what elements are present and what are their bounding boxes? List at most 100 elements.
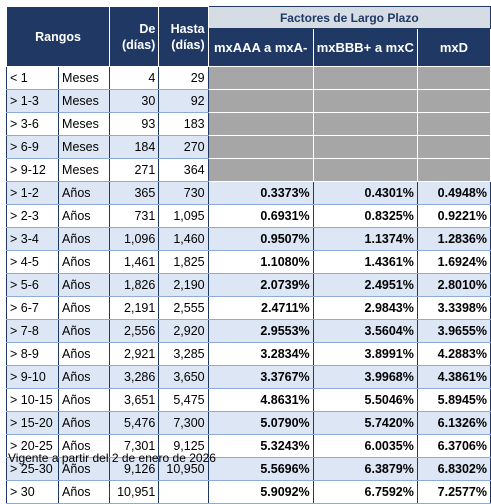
- cell-range: > 10-15: [5, 388, 60, 412]
- header-hasta-line2: (días): [171, 37, 205, 52]
- cell-hasta: 3,650: [158, 365, 209, 389]
- cell-unit: Años: [58, 480, 111, 504]
- cell-mxd: 1.6924%: [416, 250, 491, 274]
- cell-mxaaa: 0.9507%: [207, 227, 314, 251]
- cell-mxbbb: 1.4361%: [312, 250, 418, 274]
- cell-de: 1,461: [109, 250, 160, 274]
- header-hasta-line1: Hasta: [170, 21, 205, 36]
- cell-mxbbb: [312, 66, 418, 90]
- cell-hasta: 3,285: [158, 342, 209, 366]
- cell-mxbbb: [312, 158, 418, 182]
- cell-mxaaa: 5.5696%: [207, 457, 314, 481]
- table-row: > 6-9 Meses 184 270: [5, 135, 491, 159]
- cell-mxbbb: 0.8325%: [312, 204, 418, 228]
- table-row: > 3-6 Meses 93 183: [5, 112, 491, 136]
- cell-mxd: [416, 89, 491, 113]
- cell-unit: Años: [58, 411, 111, 435]
- cell-mxd: [416, 66, 491, 90]
- cell-range: > 30: [5, 480, 60, 504]
- cell-mxd: 4.3861%: [416, 365, 491, 389]
- table-row: > 6-7 Años 2,191 2,555 2.4711% 2.9843% 3.3398%: [5, 296, 491, 320]
- cell-unit: Años: [58, 342, 111, 366]
- cell-unit: Años: [58, 273, 111, 297]
- cell-mxaaa: 0.3373%: [207, 181, 314, 205]
- factors-table-container: Rangos De (días) Hasta (días) Factores d…: [5, 6, 491, 504]
- cell-hasta: 2,920: [158, 319, 209, 343]
- cell-de: 731: [109, 204, 160, 228]
- table-row: > 2-3 Años 731 1,095 0.6931% 0.8325% 0.9221%: [5, 204, 491, 228]
- cell-range: > 6-9: [5, 135, 60, 159]
- cell-mxaaa: 5.3243%: [207, 434, 314, 458]
- cell-unit: Meses: [58, 112, 111, 136]
- cell-mxd: 6.3706%: [416, 434, 491, 458]
- cell-mxaaa: 3.3767%: [207, 365, 314, 389]
- cell-hasta: 1,460: [158, 227, 209, 251]
- cell-range: > 20-25: [5, 434, 60, 458]
- cell-de: 93: [109, 112, 160, 136]
- cell-de: 1,826: [109, 273, 160, 297]
- cell-mxaaa: [207, 112, 314, 136]
- table-row: < 1 Meses 4 29: [5, 66, 491, 90]
- cell-hasta: 7,300: [158, 411, 209, 435]
- cell-de: 30: [109, 89, 160, 113]
- cell-mxd: 7.2577%: [416, 480, 491, 504]
- header-hasta: Hasta (días): [158, 6, 209, 67]
- cell-mxd: 0.4948%: [416, 181, 491, 205]
- header-mxaaa: mxAAA a mxA-: [207, 28, 314, 67]
- cell-mxbbb: 5.5046%: [312, 388, 418, 412]
- cell-unit: Años: [58, 434, 111, 458]
- cell-mxd: [416, 112, 491, 136]
- cell-unit: Años: [58, 227, 111, 251]
- cell-hasta: 5,475: [158, 388, 209, 412]
- header-de: De (días): [109, 6, 160, 67]
- cell-mxaaa: [207, 66, 314, 90]
- cell-mxbbb: 1.1374%: [312, 227, 418, 251]
- cell-mxbbb: 3.5604%: [312, 319, 418, 343]
- table-row: > 4-5 Años 1,461 1,825 1.1080% 1.4361% 1.6924%: [5, 250, 491, 274]
- table-row: > 9-12 Meses 271 364: [5, 158, 491, 182]
- cell-de: 1,096: [109, 227, 160, 251]
- cell-mxd: 2.8010%: [416, 273, 491, 297]
- cell-mxaaa: 5.0790%: [207, 411, 314, 435]
- cell-hasta: 2,190: [158, 273, 209, 297]
- cell-mxbbb: 3.8991%: [312, 342, 418, 366]
- cell-mxd: 6.8302%: [416, 457, 491, 481]
- cell-range: > 4-5: [5, 250, 60, 274]
- cell-range: > 3-6: [5, 112, 60, 136]
- cell-hasta: 183: [158, 112, 209, 136]
- cell-range: > 3-4: [5, 227, 60, 251]
- cell-mxaaa: 5.9092%: [207, 480, 314, 504]
- cell-hasta: 29: [158, 66, 209, 90]
- cell-range: > 1-2: [5, 181, 60, 205]
- cell-mxd: 5.8945%: [416, 388, 491, 412]
- cell-range: > 9-10: [5, 365, 60, 389]
- cell-mxaaa: 0.6931%: [207, 204, 314, 228]
- cell-mxbbb: [312, 89, 418, 113]
- cell-mxaaa: [207, 89, 314, 113]
- cell-hasta: [158, 480, 209, 504]
- cell-mxaaa: 2.9553%: [207, 319, 314, 343]
- table-row: > 3-4 Años 1,096 1,460 0.9507% 1.1374% 1.2836%: [5, 227, 491, 251]
- table-row: > 20-25 Años 7,301 9,125 5.3243% 6.0035% 6.370…: [5, 434, 491, 458]
- cell-mxbbb: [312, 112, 418, 136]
- cell-unit: Años: [58, 204, 111, 228]
- cell-mxd: 3.9655%: [416, 319, 491, 343]
- cell-range: > 2-3: [5, 204, 60, 228]
- cell-hasta: 270: [158, 135, 209, 159]
- header-mxbbb: mxBBB+ a mxC: [312, 28, 418, 67]
- cell-hasta: 9,125: [158, 434, 209, 458]
- cell-mxaaa: 1.1080%: [207, 250, 314, 274]
- cell-mxbbb: 6.3879%: [312, 457, 418, 481]
- cell-de: 2,556: [109, 319, 160, 343]
- cell-range: > 1-3: [5, 89, 60, 113]
- cell-range: < 1: [5, 66, 60, 90]
- cell-mxaaa: 4.8631%: [207, 388, 314, 412]
- cell-unit: Meses: [58, 89, 111, 113]
- table-row: > 8-9 Años 2,921 3,285 3.2834% 3.8991% 4.2883%: [5, 342, 491, 366]
- table-body: < 1 Meses 4 29 > 1-3 Meses 30 92 > 3-6 Meses 93 183…: [5, 66, 491, 504]
- cell-de: 271: [109, 158, 160, 182]
- cell-mxd: [416, 135, 491, 159]
- cell-mxd: 4.2883%: [416, 342, 491, 366]
- cell-de: 184: [109, 135, 160, 159]
- cell-mxaaa: 2.4711%: [207, 296, 314, 320]
